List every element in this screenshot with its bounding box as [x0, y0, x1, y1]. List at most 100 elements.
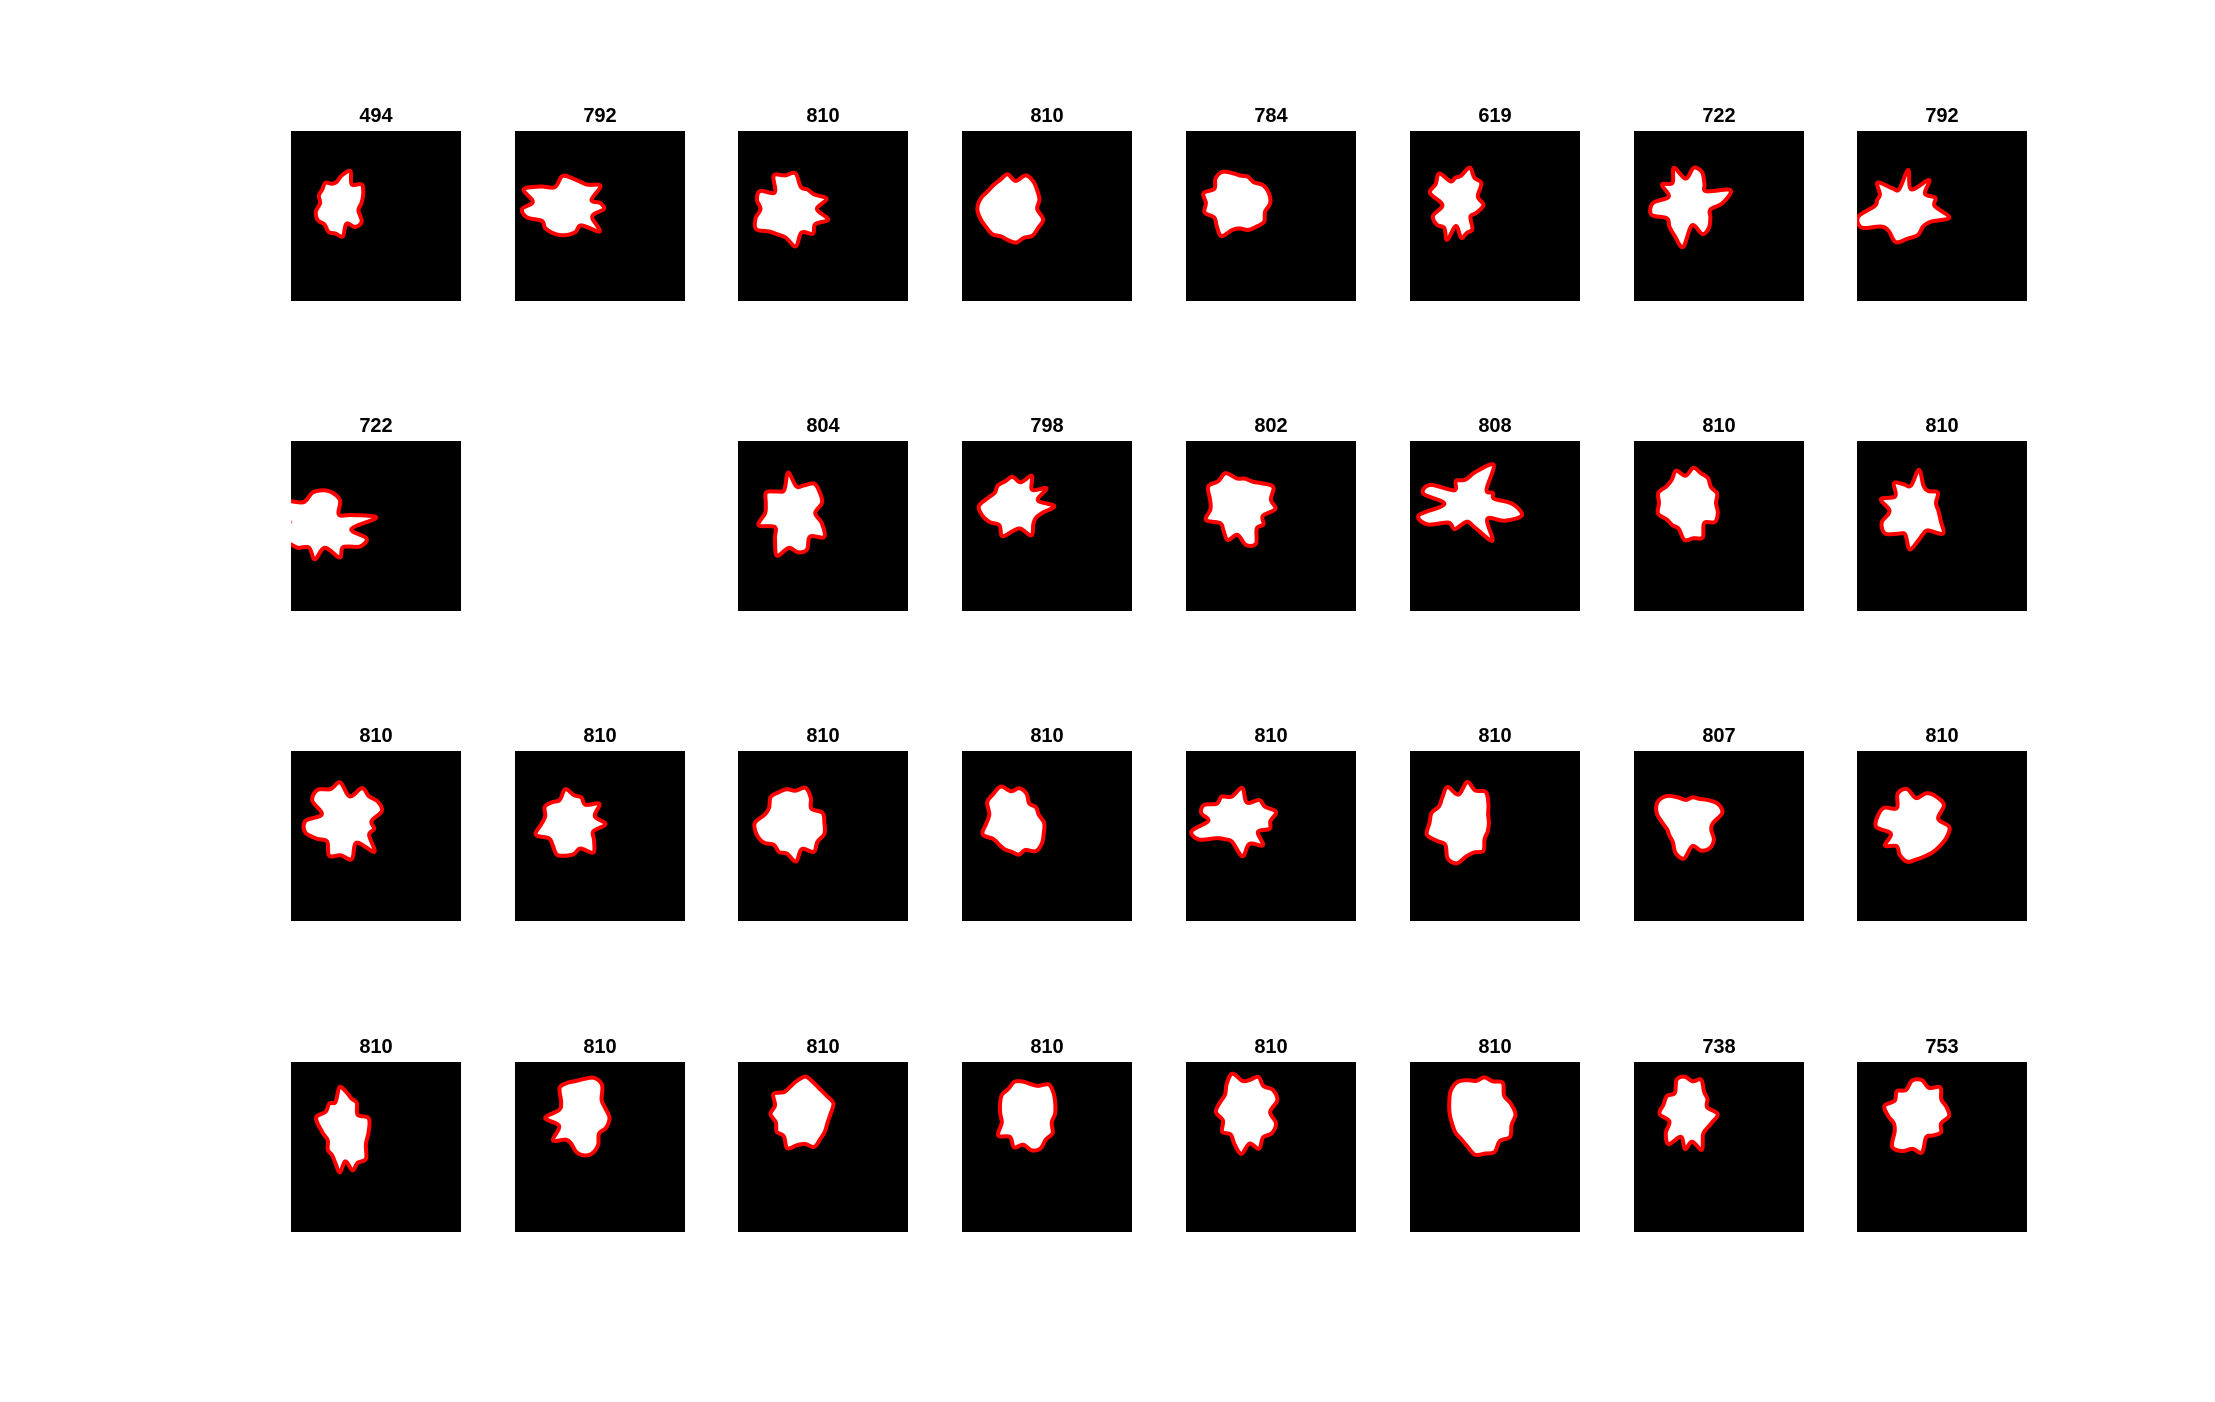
panel-title: 807	[1702, 725, 1736, 747]
cell-contour	[1878, 467, 1946, 552]
cell-contour	[1648, 165, 1734, 250]
segmentation-mask	[975, 172, 1046, 245]
panel-title: 784	[1254, 105, 1288, 127]
panel-title: 810	[1254, 725, 1288, 747]
segmentation-mask	[980, 784, 1047, 857]
segmentation-image	[1857, 751, 2027, 921]
segmentation-image	[738, 1062, 908, 1232]
cell-contour	[533, 787, 608, 858]
segmentation-image	[1410, 131, 1580, 301]
panel-title: 810	[1925, 725, 1959, 747]
segmentation-mask	[291, 488, 379, 562]
image-panel: 810	[1186, 1037, 1356, 1232]
segmentation-mask	[756, 470, 827, 558]
segmentation-mask	[1416, 462, 1524, 543]
cell-contour	[1213, 1071, 1280, 1156]
segmentation-image	[1410, 1062, 1580, 1232]
cell-contour	[1857, 168, 1952, 245]
panel-title: 804	[806, 415, 840, 437]
panel-title: 802	[1254, 415, 1288, 437]
image-panel: 810	[738, 106, 908, 301]
segmentation-mask	[768, 1074, 836, 1151]
segmentation-image	[291, 441, 461, 611]
segmentation-image	[515, 131, 685, 301]
cell-contour	[756, 470, 827, 558]
cell-contour	[1447, 1075, 1518, 1158]
segmentation-image	[1186, 131, 1356, 301]
cell-contour	[1873, 786, 1952, 864]
segmentation-image	[515, 1062, 685, 1232]
segmentation-image	[1857, 1062, 2027, 1232]
image-panel: 810	[1857, 416, 2027, 611]
segmentation-mask	[1655, 465, 1720, 543]
segmentation-image	[291, 1062, 461, 1232]
image-panel: 802	[1186, 416, 1356, 611]
segmentation-mask	[301, 780, 385, 862]
segmentation-mask	[1648, 165, 1734, 250]
segmentation-mask	[313, 168, 366, 239]
segmentation-image	[962, 1062, 1132, 1232]
cell-contour	[1416, 462, 1524, 543]
image-panel: 810	[962, 726, 1132, 921]
cell-contour	[301, 780, 385, 862]
image-panel: 810	[738, 1037, 908, 1232]
segmentation-image	[1634, 131, 1804, 301]
segmentation-mask	[1201, 169, 1273, 239]
image-panel: 804	[738, 416, 908, 611]
panel-title: 810	[1478, 1036, 1512, 1058]
image-panel: 810	[1410, 1037, 1580, 1232]
segmentation-image	[1186, 751, 1356, 921]
image-panel: 810	[962, 1037, 1132, 1232]
segmentation-image	[962, 751, 1132, 921]
image-panel: 810	[1634, 416, 1804, 611]
image-panel: 619	[1410, 106, 1580, 301]
segmentation-mask	[1189, 785, 1279, 859]
cell-contour	[519, 173, 607, 238]
panel-title: 792	[583, 105, 617, 127]
segmentation-image	[1410, 441, 1580, 611]
segmentation-image	[1857, 441, 2027, 611]
panel-title: 810	[1254, 1036, 1288, 1058]
cell-contour	[1427, 165, 1486, 242]
image-panel: 810	[291, 1037, 461, 1232]
segmentation-mask	[1424, 780, 1491, 866]
image-panel: 810	[962, 106, 1132, 301]
panel-title: 798	[1030, 415, 1064, 437]
segmentation-mask	[1213, 1071, 1280, 1156]
panel-title: 619	[1478, 105, 1512, 127]
image-panel: 792	[1857, 106, 2027, 301]
segmentation-image	[738, 751, 908, 921]
segmentation-image	[291, 751, 461, 921]
cell-contour	[1657, 1074, 1720, 1152]
segmentation-mask	[752, 170, 831, 249]
cell-contour	[1203, 471, 1278, 548]
segmentation-mask	[752, 785, 828, 864]
segmentation-mask	[976, 473, 1057, 539]
cell-contour	[1655, 465, 1720, 543]
segmentation-image	[1634, 751, 1804, 921]
cell-contour	[314, 1084, 372, 1175]
segmentation-mask	[314, 1084, 372, 1175]
panel-title: 810	[359, 725, 393, 747]
segmentation-mask	[1203, 471, 1278, 548]
panel-title: 810	[806, 105, 840, 127]
panel-title: 810	[1030, 105, 1064, 127]
cell-contour	[980, 784, 1047, 857]
cell-contour	[1654, 793, 1725, 861]
segmentation-mask	[996, 1079, 1058, 1153]
panel-title: 722	[1702, 105, 1736, 127]
image-panel: 810	[738, 726, 908, 921]
segmentation-mask	[543, 1075, 612, 1158]
segmentation-image	[291, 131, 461, 301]
cell-contour	[976, 473, 1057, 539]
cell-contour	[543, 1075, 612, 1158]
panel-title: 792	[1925, 105, 1959, 127]
segmentation-mask	[1657, 1074, 1720, 1152]
image-panel: 738	[1634, 1037, 1804, 1232]
panel-title: 738	[1702, 1036, 1736, 1058]
image-panel: 810	[515, 726, 685, 921]
segmentation-image	[1186, 1062, 1356, 1232]
segmentation-image	[1186, 441, 1356, 611]
image-panel: 792	[515, 106, 685, 301]
cell-contour	[768, 1074, 836, 1151]
